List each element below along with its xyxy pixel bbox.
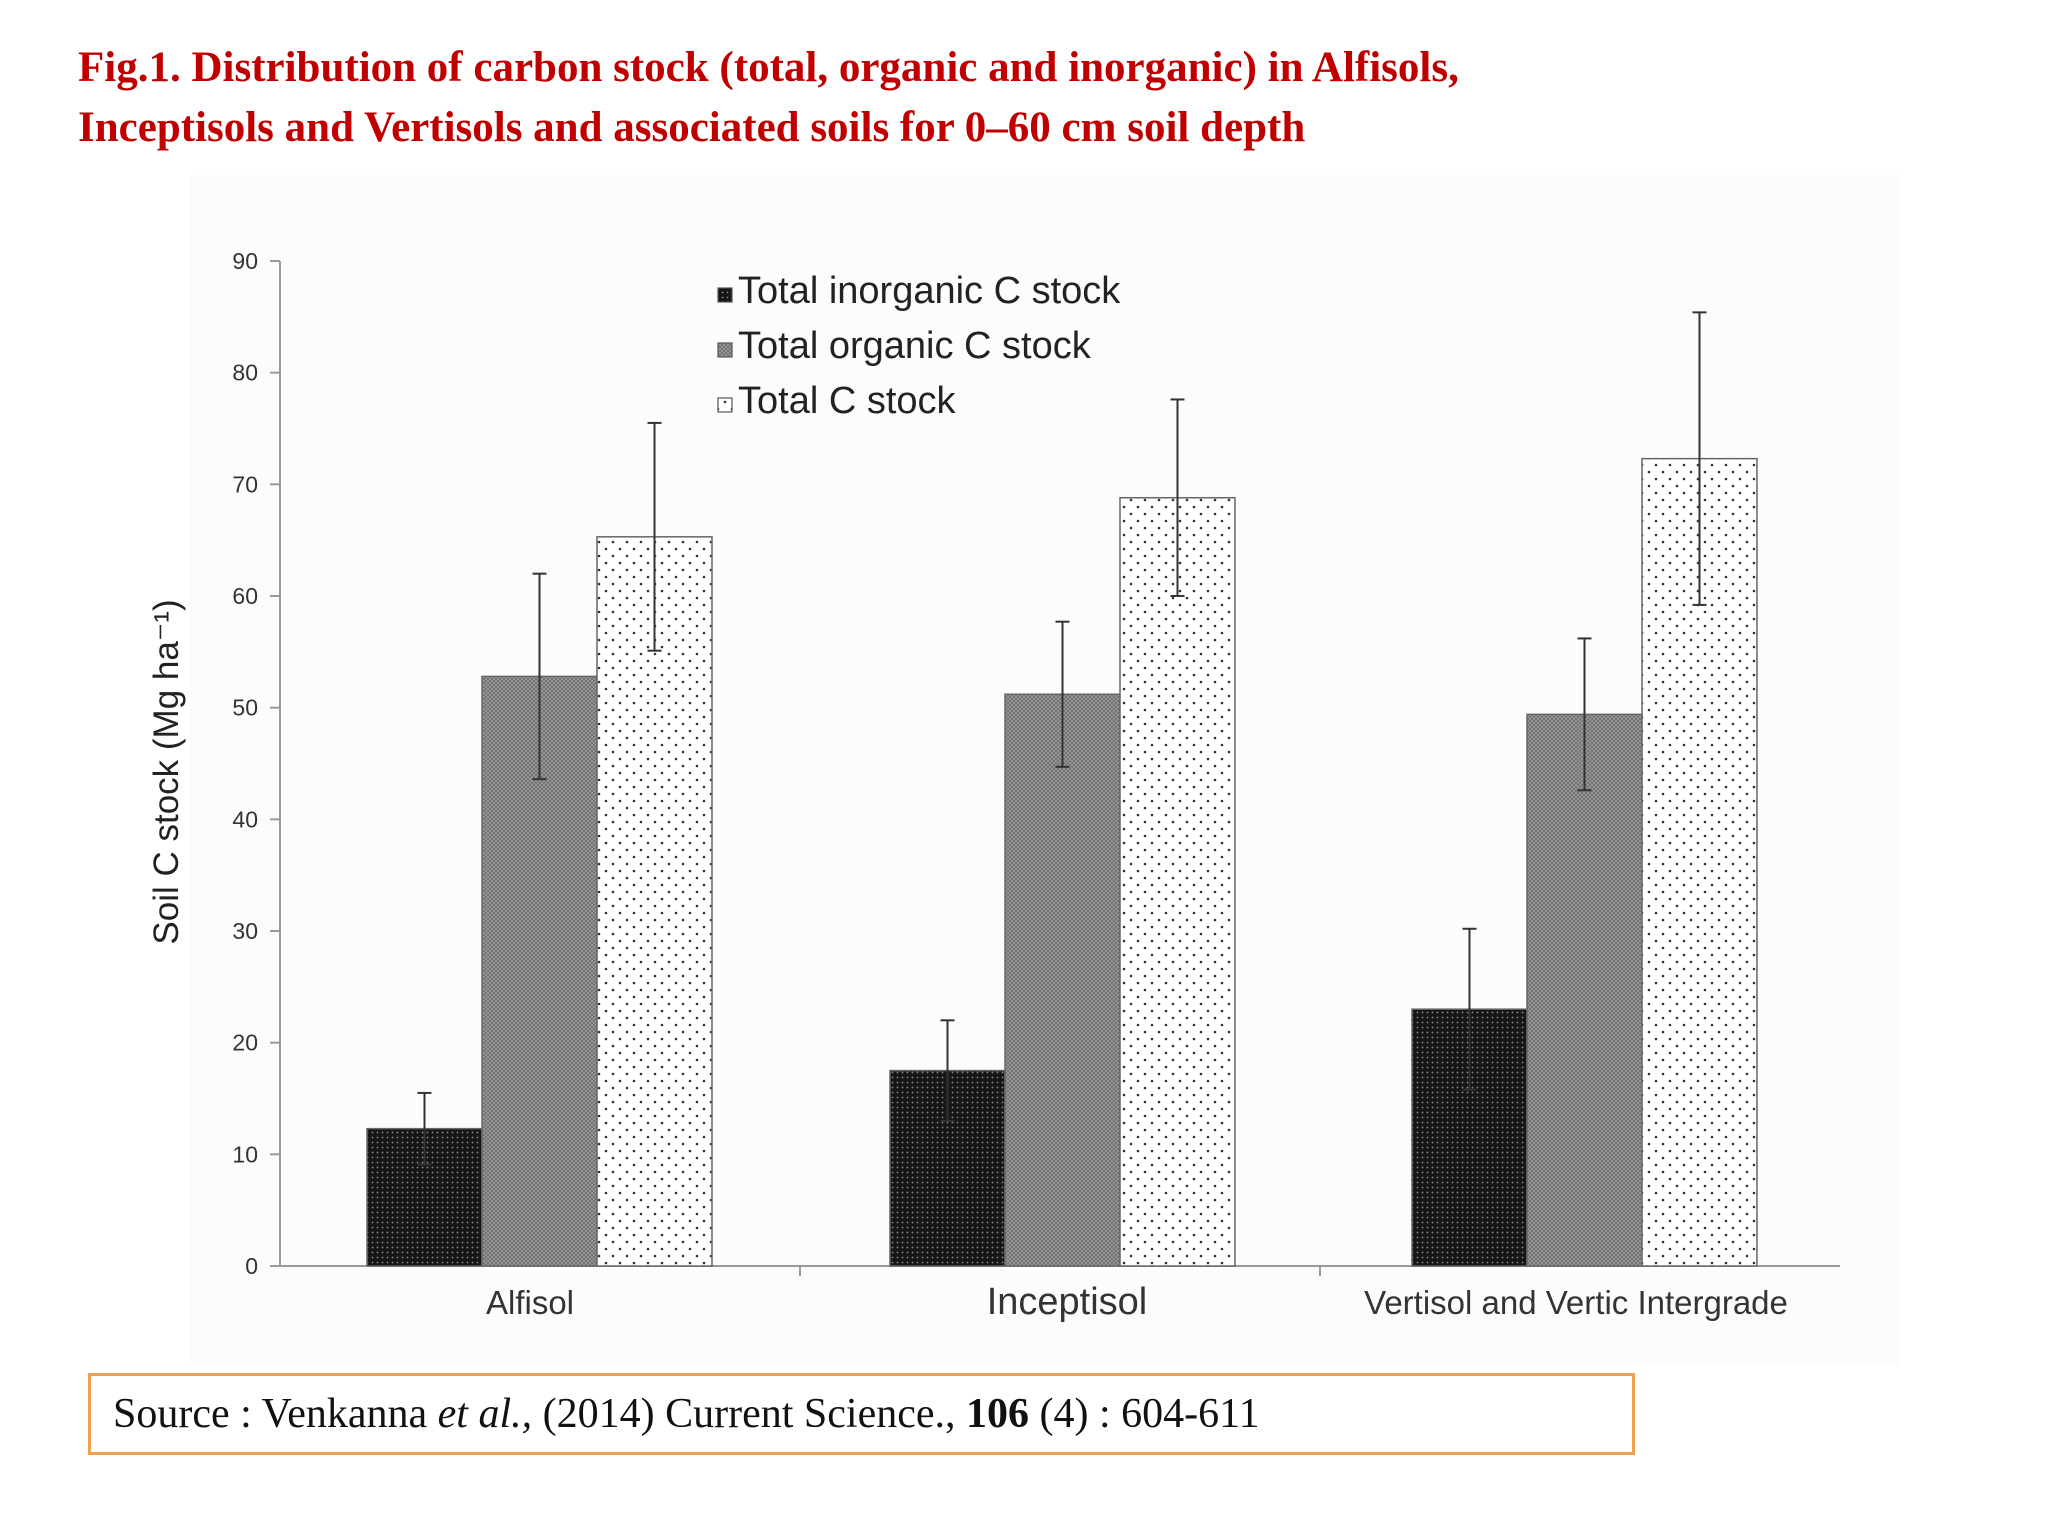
source-prefix: Source : Venkanna — [113, 1391, 438, 1437]
bar-chart: 0 10 20 30 40 50 60 70 80 90 Alfisol Inceptisol Vert… — [147, 248, 1840, 1323]
source-journal: (2014) Current Science., — [532, 1391, 966, 1437]
source-pages: (4) : 604-611 — [1029, 1391, 1260, 1437]
source-citation: Source : Venkanna et al., (2014) Current… — [88, 1373, 1635, 1455]
figure-title: Fig.1. Distribution of carbon stock (tot… — [78, 38, 1978, 158]
y-tick-label: 70 — [232, 471, 258, 497]
bar — [1004, 693, 1121, 1267]
y-tick-label: 10 — [232, 1141, 258, 1167]
y-tick-label: 0 — [245, 1253, 258, 1279]
bar — [1526, 713, 1643, 1267]
source-etal: et al., — [437, 1391, 533, 1437]
y-tick-label: 90 — [232, 248, 258, 274]
legend-label: Total C stock — [738, 380, 957, 422]
legend-label: Total inorganic C stock — [738, 270, 1121, 312]
source-volume: 106 — [966, 1391, 1029, 1437]
legend: Total inorganic C stock Total organic C s… — [717, 270, 1121, 422]
y-tick-label: 20 — [232, 1030, 258, 1056]
x-tick-label: Alfisol — [486, 1284, 574, 1321]
y-tick-label: 50 — [232, 695, 258, 721]
x-tick-label: Inceptisol — [987, 1281, 1148, 1323]
y-tick-label: 80 — [232, 360, 258, 386]
chart-panel: 0 10 20 30 40 50 60 70 80 90 Alfisol Inceptisol Vert… — [147, 175, 1900, 1365]
y-tick-label: 40 — [232, 806, 258, 832]
bar — [1119, 496, 1236, 1267]
y-axis-label: Soil C stock (Mg ha⁻¹) — [147, 599, 186, 944]
y-tick-label: 60 — [232, 583, 258, 609]
legend-label: Total organic C stock — [738, 325, 1092, 367]
bar — [596, 536, 713, 1267]
figure-title-line-2: Inceptisols and Vertisols and associated… — [78, 104, 1306, 151]
figure-title-line-1: Fig.1. Distribution of carbon stock (tot… — [78, 44, 1459, 91]
bars — [366, 311, 1758, 1267]
legend-swatch — [717, 397, 733, 413]
legend-swatch — [717, 342, 733, 358]
axes: 0 10 20 30 40 50 60 70 80 90 Alfisol Inceptisol Vert… — [232, 248, 1840, 1323]
legend-swatch — [717, 287, 733, 303]
x-tick-label: Vertisol and Vertic Intergrade — [1364, 1284, 1788, 1321]
y-tick-label: 30 — [232, 918, 258, 944]
